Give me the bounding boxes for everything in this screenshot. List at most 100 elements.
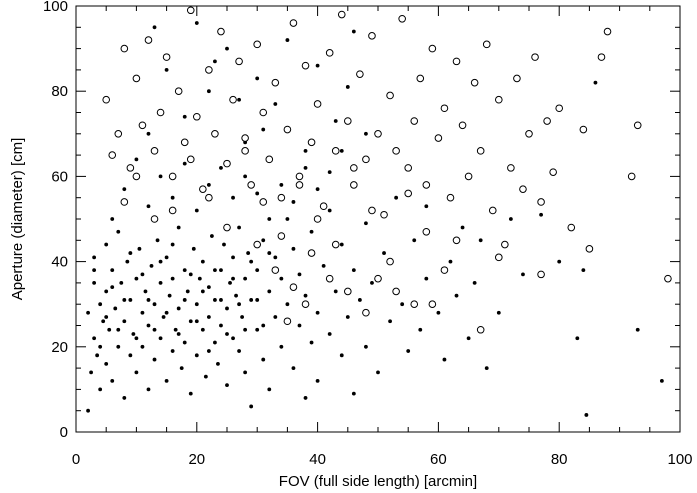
y-tick-label: 40: [51, 254, 68, 271]
filled-point: [170, 276, 175, 281]
filled-point: [273, 255, 278, 260]
open-circle-point: [223, 223, 231, 232]
x-tick-label: 60: [430, 451, 447, 468]
filled-point: [255, 327, 260, 332]
filled-point: [213, 340, 217, 345]
filled-point: [315, 63, 320, 68]
open-circle-point: [199, 185, 207, 193]
open-circle-point: [108, 151, 117, 159]
filled-point: [327, 332, 332, 336]
open-circle-point: [543, 117, 551, 125]
filled-point: [122, 187, 127, 192]
filled-point: [101, 319, 106, 324]
filled-point: [345, 85, 350, 89]
filled-point: [164, 310, 169, 315]
open-circle-point: [307, 138, 316, 147]
open-circle-point: [549, 168, 557, 176]
data-points: [86, 6, 672, 417]
open-circle-point: [132, 172, 141, 181]
filled-point: [261, 323, 266, 328]
open-circle-point: [470, 78, 479, 87]
filled-point: [267, 387, 272, 392]
filled-point: [303, 165, 308, 170]
filled-point: [635, 327, 640, 332]
filled-point: [351, 29, 356, 34]
filled-point: [213, 59, 217, 64]
open-circle-point: [597, 53, 606, 61]
open-circle-point: [567, 223, 576, 232]
filled-point: [92, 255, 97, 260]
filled-point: [225, 332, 229, 336]
filled-point: [152, 302, 157, 307]
open-circle-point: [325, 274, 334, 283]
open-circle-point: [150, 147, 159, 155]
filled-point: [176, 332, 181, 336]
open-circle-point: [337, 10, 346, 19]
filled-point: [116, 229, 121, 234]
filled-point: [194, 319, 199, 324]
x-tick-label: 20: [188, 451, 205, 468]
filled-point: [321, 263, 326, 268]
filled-point: [237, 225, 241, 230]
filled-point: [219, 165, 223, 170]
open-circle-point: [422, 181, 431, 189]
filled-point: [659, 378, 664, 383]
open-circle-point: [452, 236, 461, 245]
x-tick-label: 80: [551, 451, 568, 468]
filled-point: [146, 323, 151, 328]
open-circle-point: [627, 172, 636, 181]
open-circle-point: [271, 266, 280, 274]
filled-point: [188, 319, 193, 324]
open-circle-point: [277, 193, 286, 202]
filled-point: [406, 349, 411, 353]
open-circle-point: [664, 274, 672, 283]
open-circle-point: [476, 325, 485, 334]
filled-point: [206, 349, 211, 353]
filled-point: [182, 161, 187, 166]
filled-point: [119, 281, 124, 285]
open-circle-point: [464, 172, 473, 181]
open-circle-point: [331, 147, 340, 155]
open-circle-point: [476, 147, 485, 155]
open-circle-point: [120, 44, 129, 53]
filled-point: [333, 119, 338, 123]
filled-point: [194, 353, 199, 358]
filled-point: [152, 357, 157, 362]
filled-point: [273, 315, 278, 319]
open-circle-point: [301, 61, 310, 70]
open-circle-point: [434, 134, 443, 142]
open-circle-point: [253, 40, 262, 49]
filled-point: [213, 268, 217, 273]
filled-point: [140, 310, 145, 315]
filled-point: [122, 298, 127, 302]
filled-point: [176, 306, 181, 311]
filled-point: [231, 195, 235, 200]
filled-point: [104, 242, 109, 247]
filled-point: [225, 306, 229, 311]
open-circle-point: [247, 181, 255, 189]
y-tick-label: 60: [51, 168, 68, 185]
filled-point: [255, 268, 260, 273]
filled-point: [152, 327, 157, 332]
filled-point: [364, 221, 368, 226]
open-circle-point: [537, 198, 545, 206]
open-circle-point: [537, 270, 545, 279]
filled-point: [364, 344, 368, 349]
open-circle-point: [313, 100, 322, 108]
open-circle-point: [488, 206, 497, 215]
filled-point: [219, 298, 223, 302]
filled-point: [116, 344, 121, 349]
filled-point: [267, 251, 272, 255]
open-circle-point: [525, 130, 533, 138]
filled-point: [134, 370, 139, 375]
filled-point: [134, 276, 139, 281]
open-circle-point: [392, 287, 400, 296]
filled-point: [194, 21, 199, 25]
filled-point: [345, 315, 350, 319]
filled-point: [279, 344, 284, 349]
filled-point: [285, 38, 290, 42]
open-circle-point: [120, 198, 129, 206]
y-tick-label: 20: [51, 339, 68, 356]
y-tick-label: 0: [60, 424, 68, 441]
filled-point: [194, 302, 199, 307]
